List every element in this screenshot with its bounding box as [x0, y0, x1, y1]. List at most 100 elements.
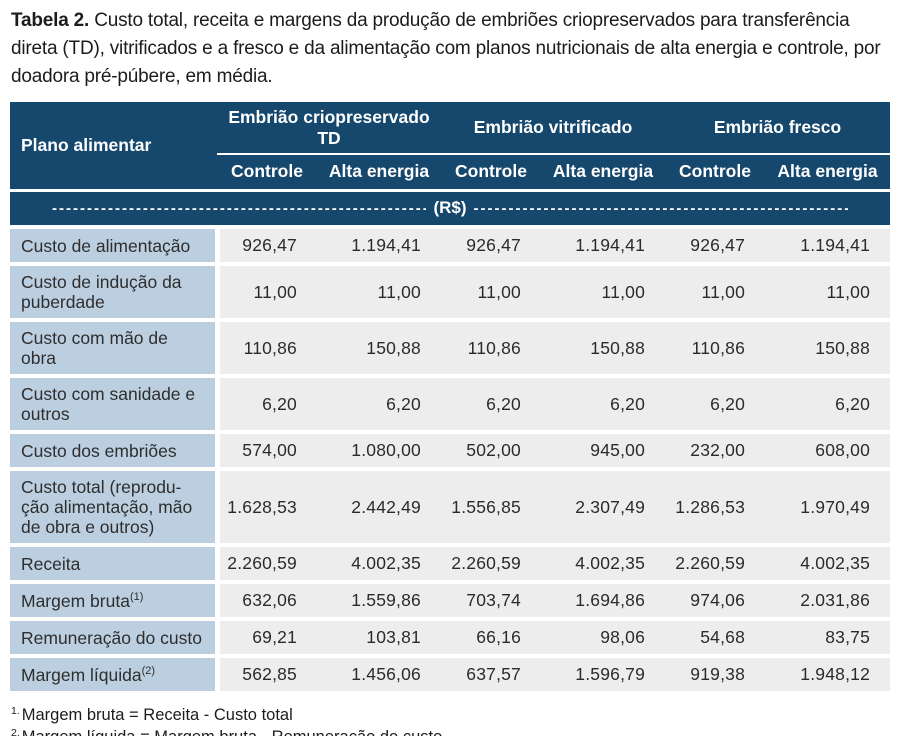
dash-rule-left: ----------------------------------------…: [52, 199, 426, 217]
cell-value: 926,47: [217, 227, 317, 266]
cell-value: 502,00: [441, 432, 541, 471]
cell-value: 1.948,12: [765, 656, 891, 695]
footnote-1-marker: 1.: [11, 704, 20, 717]
cell-value: 83,75: [765, 619, 891, 658]
cell-value: 1.559,86: [317, 582, 441, 621]
row-label: Custo total (reprodu-ção alimentação, mã…: [10, 469, 220, 547]
cell-value: 1.194,41: [765, 227, 891, 266]
table-body: Custo de alimentação 926,47 1.194,41 926…: [10, 227, 891, 695]
cell-value: 1.628,53: [217, 469, 317, 547]
table-row: Custo de alimentação 926,47 1.194,41 926…: [10, 227, 891, 266]
table-row: Custo com sanidade e outros 6,20 6,20 6,…: [10, 376, 891, 434]
cell-value: 1.194,41: [317, 227, 441, 266]
row-label: Margem líquida(2): [10, 656, 220, 695]
table-row: Custo total (reprodu-ção alimentação, mã…: [10, 469, 891, 547]
table-row: Receita 2.260,59 4.002,35 2.260,59 4.002…: [10, 545, 891, 584]
cell-value: 608,00: [765, 432, 891, 471]
footnote-2-marker: 2.: [11, 726, 20, 736]
cell-value: 11,00: [665, 264, 766, 322]
cell-value: 562,85: [217, 656, 317, 695]
cell-value: 103,81: [317, 619, 441, 658]
cell-value: 974,06: [665, 582, 766, 621]
cell-value: 11,00: [441, 264, 541, 322]
cell-value: 2.031,86: [765, 582, 891, 621]
cell-value: 4.002,35: [765, 545, 891, 584]
cell-value: 945,00: [541, 432, 666, 471]
cell-value: 6,20: [665, 376, 766, 434]
cell-value: 926,47: [441, 227, 541, 266]
cell-value: 110,86: [441, 320, 541, 378]
sub-header-alta-energia-2: Alta energia: [541, 154, 666, 190]
sub-header-row: Controle Alta energia Controle Alta ener…: [10, 154, 891, 190]
cell-value: 1.556,85: [441, 469, 541, 547]
table-row: Custo de indução da puberdade 11,00 11,0…: [10, 264, 891, 322]
footnote-1-text: Margem bruta = Receita - Custo total: [21, 706, 293, 724]
footnote-1: 1. Margem bruta = Receita - Custo total: [11, 704, 890, 726]
table-row: Margem bruta(1) 632,06 1.559,86 703,74 1…: [10, 582, 891, 621]
table-row: Custo com mão de obra 110,86 150,88 110,…: [10, 320, 891, 378]
table-header: Plano alimentar Embrião criopreservado T…: [10, 102, 891, 229]
cell-value: 1.970,49: [765, 469, 891, 547]
sub-header-controle-2: Controle: [441, 154, 541, 190]
row-label: Margem bruta(1): [10, 582, 220, 621]
cell-value: 4.002,35: [317, 545, 441, 584]
row-label: Remuneração do custo: [10, 619, 220, 658]
cell-value: 703,74: [441, 582, 541, 621]
cell-value: 2.260,59: [665, 545, 766, 584]
cell-value: 6,20: [441, 376, 541, 434]
cell-value: 150,88: [765, 320, 891, 378]
cell-value: 11,00: [541, 264, 666, 322]
cell-value: 69,21: [217, 619, 317, 658]
sub-header-controle-3: Controle: [665, 154, 766, 190]
cell-value: 66,16: [441, 619, 541, 658]
row-label-superscript: (2): [141, 664, 156, 677]
footnote-2: 2.Margem líquida = Margem bruta - Remune…: [11, 726, 890, 736]
cell-value: 150,88: [541, 320, 666, 378]
row-label: Custo de indução da puberdade: [10, 264, 220, 322]
cell-value: 1.194,41: [541, 227, 666, 266]
cell-value: 11,00: [317, 264, 441, 322]
group-header-row: Plano alimentar Embrião criopreservado T…: [10, 102, 891, 190]
dash-rule-right: ----------------------------------------…: [473, 199, 848, 217]
currency-unit-row: ----------------------------------------…: [10, 188, 891, 229]
cost-table: Plano alimentar Embrião criopreservado T…: [10, 102, 891, 695]
currency-unit-label: (R$): [433, 198, 467, 218]
cell-value: 110,86: [665, 320, 766, 378]
row-label: Custo com sanidade e outros: [10, 376, 220, 434]
cell-value: 6,20: [317, 376, 441, 434]
row-label-superscript: (1): [129, 590, 144, 603]
cell-value: 232,00: [665, 432, 766, 471]
cell-value: 54,68: [665, 619, 766, 658]
cell-value: 1.596,79: [541, 656, 666, 695]
cell-value: 632,06: [217, 582, 317, 621]
table-caption-number: Tabela 2.: [11, 10, 90, 31]
table-caption-text: Custo total, receita e margens da produç…: [11, 10, 881, 87]
table-caption: Tabela 2. Custo total, receita e margens…: [11, 7, 890, 91]
cell-value: 574,00: [217, 432, 317, 471]
cell-value: 637,57: [441, 656, 541, 695]
cell-value: 4.002,35: [541, 545, 666, 584]
footnote-2-text: Margem líquida = Margem bruta - Remunera…: [22, 728, 443, 736]
sub-header-alta-energia-3: Alta energia: [765, 154, 891, 190]
cell-value: 926,47: [665, 227, 766, 266]
group-header-embriao-fresco: Embrião fresco: [665, 102, 891, 155]
table-row: Remuneração do custo 69,21 103,81 66,16 …: [10, 619, 891, 658]
cell-value: 919,38: [665, 656, 766, 695]
cell-value: 98,06: [541, 619, 666, 658]
row-label: Custo de alimentação: [10, 227, 220, 266]
cell-value: 11,00: [217, 264, 317, 322]
group-header-embriao-criopreservado-td: Embrião criopreservado TD: [217, 102, 441, 155]
cell-value: 2.442,49: [317, 469, 441, 547]
cell-value: 2.260,59: [217, 545, 317, 584]
cell-value: 11,00: [765, 264, 891, 322]
group-header-embriao-vitrificado: Embrião vitrificado: [441, 102, 666, 155]
currency-unit-cell: ----------------------------------------…: [10, 188, 891, 229]
table-row: Margem líquida(2) 562,85 1.456,06 637,57…: [10, 656, 891, 695]
cell-value: 1.694,86: [541, 582, 666, 621]
cell-value: 6,20: [541, 376, 666, 434]
cell-value: 2.260,59: [441, 545, 541, 584]
cell-value: 6,20: [765, 376, 891, 434]
cell-value: 1.456,06: [317, 656, 441, 695]
table-footnotes: 1. Margem bruta = Receita - Custo total 2…: [11, 704, 890, 736]
